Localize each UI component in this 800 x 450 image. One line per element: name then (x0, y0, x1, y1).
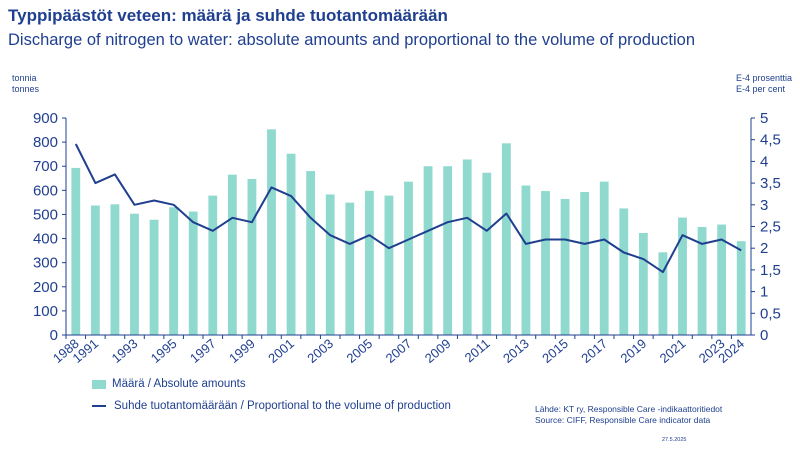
bar-2016 (580, 192, 590, 335)
bar-2001 (286, 153, 296, 335)
left-axis-unit: tonnia tonnes (12, 73, 39, 95)
bar-2018 (619, 208, 629, 335)
x-tick-label: 2013 (500, 336, 532, 366)
right-tick-label: 2,5 (760, 219, 781, 236)
right-tick-label: 0,5 (760, 305, 781, 322)
bar-1993 (130, 213, 139, 335)
legend-swatch-bar (92, 379, 106, 389)
source-fi: Lähde: KT ry, Responsible Care -indikaat… (535, 404, 723, 414)
chart-title: Typpipäästöt veteen: määrä ja suhde tuot… (8, 6, 448, 25)
bar-2019 (638, 233, 648, 335)
bar-2005 (364, 190, 374, 335)
bar-2014 (541, 191, 550, 335)
left-tick-label: 900 (33, 110, 58, 127)
right-tick-label: 3 (760, 197, 768, 214)
bar-2024 (736, 241, 746, 335)
bar-1995 (169, 207, 179, 335)
bar-2004 (345, 202, 355, 335)
bar-2013 (521, 185, 531, 335)
left-tick-label: 400 (33, 231, 58, 248)
x-tick-label: 1997 (187, 336, 219, 366)
bar-2022 (697, 226, 707, 335)
x-tick-label: 1993 (109, 336, 141, 366)
x-tick-label: 2001 (265, 336, 297, 366)
right-tick-label: 1 (760, 284, 768, 301)
bar-1998 (227, 174, 237, 335)
left-tick-label: 300 (33, 255, 58, 272)
left-tick-label: 700 (33, 158, 58, 175)
bar-2009 (443, 166, 453, 335)
right-tick-label: 4,5 (760, 132, 781, 149)
bar-2006 (384, 195, 394, 335)
left-tick-label: 0 (50, 327, 58, 344)
x-tick-label: 2021 (657, 336, 689, 366)
left-tick-label: 800 (33, 134, 58, 151)
right-axis-unit: E-4 prosenttia E-4 per cent (736, 73, 792, 95)
bar-2012 (501, 143, 511, 335)
bar-2000 (267, 129, 276, 335)
right-unit-fi: E-4 prosenttia (736, 73, 793, 83)
right-tick-label: 1,5 (760, 262, 781, 279)
left-tick-label: 200 (33, 279, 58, 296)
bar-1994 (149, 219, 159, 335)
left-unit-fi: tonnia (12, 73, 37, 83)
x-tick-label: 2019 (617, 336, 649, 366)
right-unit-en: E-4 per cent (736, 84, 786, 94)
x-tick-label: 2005 (343, 336, 375, 366)
legend-label-line: Suhde tuotantomäärään / Proportional to … (114, 400, 451, 412)
legend-swatch-line (92, 405, 106, 407)
bar-1997 (208, 195, 218, 335)
left-unit-en: tonnes (12, 84, 40, 94)
x-tick-label: 2009 (422, 336, 454, 366)
x-tick-label: 2017 (578, 336, 610, 366)
bar-2002 (306, 171, 316, 335)
legend-item-line: Suhde tuotantomäärään / Proportional to … (92, 400, 451, 412)
x-tick-label: 1995 (148, 336, 180, 366)
x-tick-label: 2007 (383, 336, 415, 366)
legend-item-bars: Määrä / Absolute amounts (92, 378, 246, 390)
bar-1996 (188, 211, 198, 335)
bar-2010 (462, 159, 472, 335)
bar-2011 (482, 172, 492, 335)
bar-2021 (678, 217, 687, 335)
right-tick-label: 3,5 (760, 175, 781, 192)
left-tick-label: 600 (33, 182, 58, 199)
x-tick-label: 2015 (539, 336, 571, 366)
right-tick-label: 5 (760, 110, 768, 127)
bar-1988 (71, 167, 81, 335)
bar-2007 (404, 181, 413, 335)
bar-2023 (717, 224, 727, 335)
bar-2008 (423, 166, 433, 335)
source-en: Source: CIFF, Responsible Care indicator… (535, 415, 711, 425)
left-tick-label: 500 (33, 206, 58, 223)
bar-1992 (110, 204, 120, 335)
right-tick-label: 0 (760, 327, 768, 344)
x-tick-label: 1999 (226, 336, 258, 366)
bar-2003 (325, 194, 335, 335)
bar-2015 (560, 199, 570, 335)
right-tick-label: 4 (760, 153, 768, 170)
chart-subtitle: Discharge of nitrogen to water: absolute… (8, 31, 695, 49)
left-tick-label: 100 (33, 303, 58, 320)
bar-1999 (247, 179, 257, 335)
source-note: Lähde: KT ry, Responsible Care -indikaat… (535, 404, 722, 426)
bar-2017 (599, 181, 609, 335)
date-label: 27.5.2025 (662, 437, 687, 443)
bar-2020 (658, 252, 668, 335)
bar-1991 (90, 205, 100, 335)
legend-label-bars: Määrä / Absolute amounts (112, 378, 246, 390)
line-series-proportional (74, 143, 742, 274)
x-tick-label: 2011 (462, 336, 493, 365)
x-tick-label: 2003 (304, 336, 336, 366)
right-tick-label: 2 (760, 240, 768, 257)
